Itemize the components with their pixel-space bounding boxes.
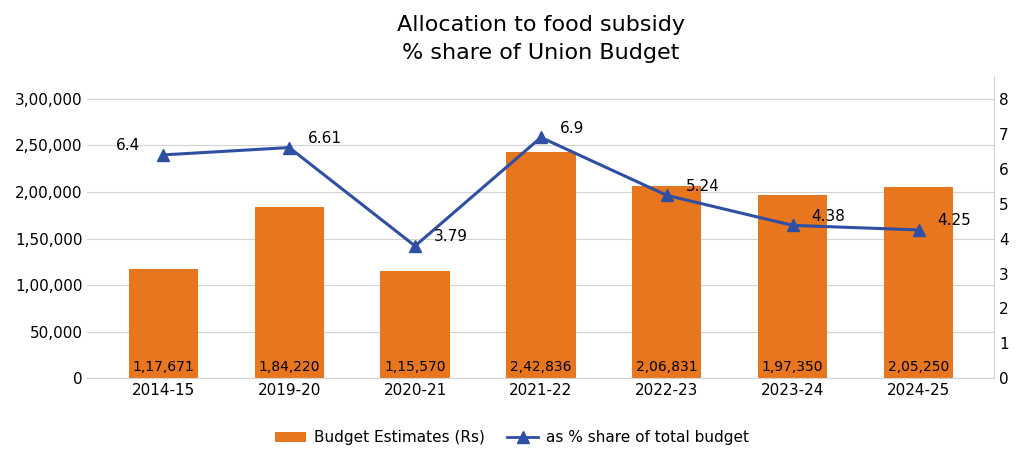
Text: 1,17,671: 1,17,671 [132, 359, 195, 374]
Text: 6.9: 6.9 [560, 121, 585, 136]
Legend: Budget Estimates (Rs), as % share of total budget: Budget Estimates (Rs), as % share of tot… [269, 424, 755, 451]
Bar [255, 207, 324, 378]
Text: 1,84,220: 1,84,220 [258, 359, 319, 374]
Text: 2,06,831: 2,06,831 [636, 359, 697, 374]
as % share of total budget [912, 227, 925, 233]
as % share of total budget [157, 152, 169, 157]
Bar [884, 187, 953, 378]
Bar [506, 152, 575, 378]
Bar [381, 271, 450, 378]
as % share of total budget [283, 145, 295, 150]
Text: 2,42,836: 2,42,836 [510, 359, 571, 374]
as % share of total budget [409, 243, 421, 249]
as % share of total budget [535, 134, 547, 140]
Text: 4.38: 4.38 [812, 209, 846, 224]
Text: 1,97,350: 1,97,350 [762, 359, 823, 374]
Text: 6.4: 6.4 [116, 138, 139, 153]
Text: 5.24: 5.24 [686, 179, 720, 194]
as % share of total budget [660, 193, 673, 198]
Bar [129, 269, 198, 378]
Text: 1,15,570: 1,15,570 [384, 359, 445, 374]
Text: 3.79: 3.79 [434, 229, 468, 244]
Text: 4.25: 4.25 [937, 213, 971, 228]
Line: as % share of total budget: as % share of total budget [157, 131, 925, 252]
Bar [758, 195, 827, 378]
Text: 2,05,250: 2,05,250 [888, 359, 949, 374]
as % share of total budget [786, 223, 799, 228]
Title: Allocation to food subsidy
% share of Union Budget: Allocation to food subsidy % share of Un… [397, 15, 685, 63]
Text: 6.61: 6.61 [308, 131, 342, 146]
Bar [632, 186, 701, 378]
